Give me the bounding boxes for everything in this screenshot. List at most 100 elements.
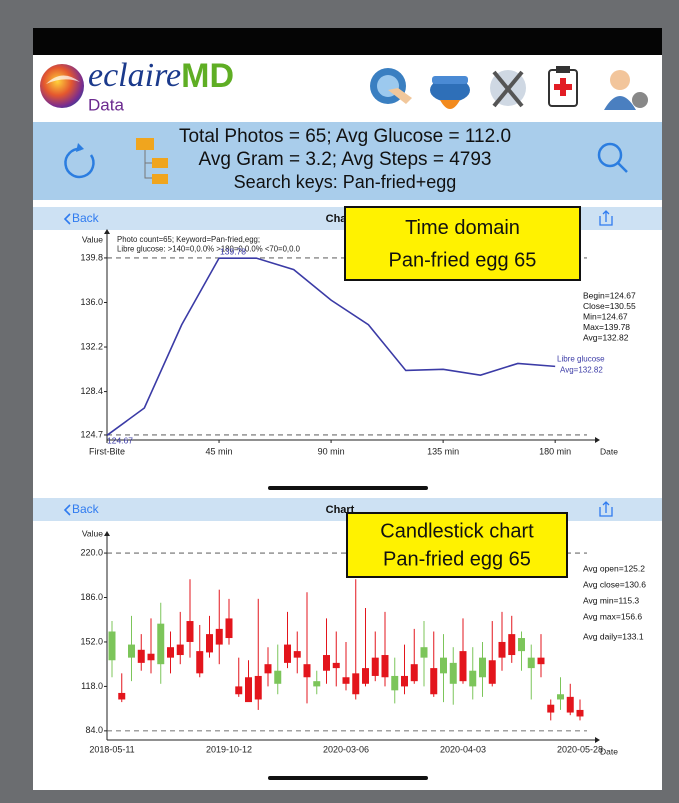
summary-stat: Avg max=156.6 [583,611,642,621]
home-indicator [268,776,428,780]
y-axis-title: Value [82,528,103,538]
candle-body [196,651,203,673]
icon-doctor-part[interactable] [632,92,648,108]
x-tick-label: 2020-03-06 [323,744,369,754]
icon-clipboard-part[interactable] [554,84,572,90]
candle-body [411,664,418,681]
stats-line: Avg Gram = 3.2; Avg Steps = 4793 [199,149,492,170]
stats-line: Total Photos = 65; Avg Glucose = 112.0 [179,126,511,147]
icon-cook-part[interactable] [432,76,468,84]
x-tick-label: 90 min [318,446,345,456]
screen: eclaireMD Data Total Photos = 65; Avg Gl… [0,0,679,803]
summary-stat: Min=124.67 [583,311,628,321]
candle-body [528,658,535,668]
candle-body [333,663,340,668]
candle-body [518,638,525,651]
icon-dining[interactable] [490,70,526,106]
candle-body [352,673,359,694]
icon-clipboard[interactable] [549,66,577,106]
candle-body [206,634,213,652]
candle-body [577,710,584,717]
y-tick-label: 139.8 [80,252,103,262]
logo-text: eclaireMD [88,57,234,95]
stats-line: Search keys: Pan-fried+egg [234,172,457,192]
candle-body [499,642,506,658]
candle-body [382,655,389,677]
candle-body [235,686,242,694]
candle-body [284,645,291,663]
folder-icon-part [152,158,168,168]
y-tick-label: 118.0 [81,681,103,691]
candle-body [567,697,574,713]
x-tick-label: First-Bite [89,446,125,456]
value-label: 139.78 [220,246,246,256]
candle-body [138,650,145,663]
value-label: 124.67 [107,436,133,446]
candle-body [547,705,554,713]
icon-doctor-part[interactable] [610,70,630,90]
icon-clipboard-part[interactable] [556,66,570,73]
y-tick-label: 132.2 [80,341,103,351]
candle-body [109,632,116,661]
y-tick-label: 124.7 [80,429,103,439]
candle-body [391,676,398,690]
x-tick-label: 45 min [206,446,233,456]
chart-note: Libre glucose: >140=0,0.0% >180=0,0.0% <… [117,245,301,254]
candle-body [167,647,174,657]
back-button[interactable]: Back [72,502,100,516]
candle-body [177,645,184,655]
candle-body [313,681,320,686]
candle-body [557,694,564,699]
logo-main: eclaire [88,57,181,94]
candle-body [274,671,281,684]
y-tick-label: 152.0 [80,636,103,646]
x-tick-label: 2019-10-12 [206,744,252,754]
home-indicator [268,486,428,490]
candle-body [362,668,369,684]
candle-body [128,645,135,658]
x-tick-label: 2020-04-03 [440,744,486,754]
folder-icon-part [136,138,154,150]
page: eclaireMD Data {"header": {"logo_main": … [0,0,679,803]
legend-entry: Libre glucose [557,354,605,363]
chart-note: Photo count=65; Keyword=Pan-fried,egg; [117,235,260,244]
candle-body [401,676,408,686]
y-tick-label: 186.0 [80,592,103,602]
logo-sub: Data [88,95,124,114]
candle-body [469,671,476,687]
candle-body [430,668,437,694]
candle-body [216,629,223,645]
y-tick-label: 220.0 [80,547,103,557]
candle-body [460,651,467,681]
y-tick-label: 136.0 [80,297,103,307]
callout-text: Pan-fried egg 65 [389,249,537,271]
legend-note: Avg=132.82 [560,365,603,374]
x-tick-label: 2018-05-11 [89,744,134,754]
candle-body [372,658,379,676]
candle-body [450,663,457,684]
summary-stat: Avg=132.82 [583,332,629,342]
logo-accent: MD [181,57,234,95]
summary-stat: Close=130.55 [583,301,636,311]
candle-body [157,624,164,665]
summary-stat: Avg open=125.2 [583,563,645,573]
candle-body [343,677,350,684]
callout-text: Pan-fried egg 65 [383,549,531,571]
candle-body [440,658,447,674]
logo-mark [40,64,84,108]
back-button[interactable]: Back [72,211,100,225]
candle-body [148,654,155,661]
callout-text: Time domain [405,217,520,239]
candle-body [421,647,428,657]
summary-stat: Begin=124.67 [583,290,636,300]
candle-body [226,618,233,638]
folder-icon-part [152,174,168,184]
candle-body [538,658,545,665]
candle-body [265,664,272,673]
candle-body [245,677,252,702]
summary-stat: Avg daily=133.1 [583,631,644,641]
candle-body [489,660,496,684]
candle-body [508,634,515,655]
y-tick-label: 84.0 [85,725,103,735]
body: eclaireMD Data Total Photos = 65; Avg Gl… [0,0,679,803]
